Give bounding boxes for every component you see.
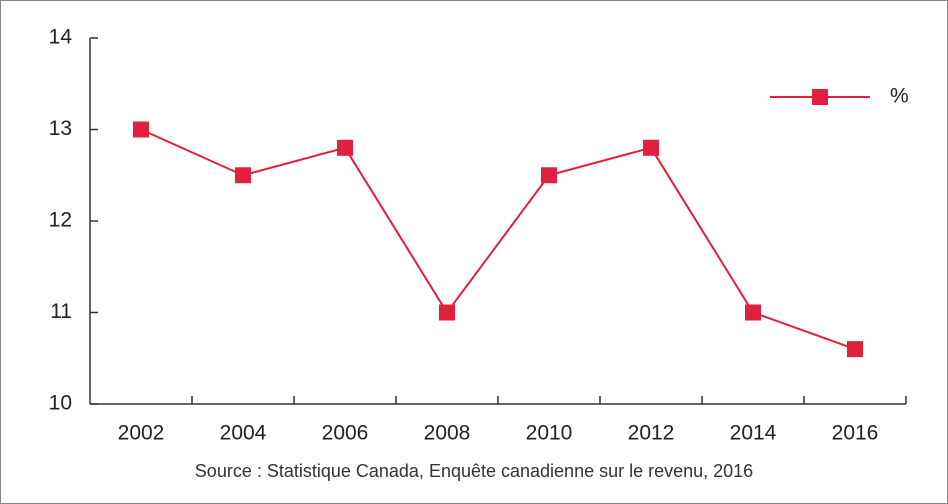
legend-marker: [812, 89, 828, 105]
marker: [745, 304, 761, 321]
y-tick-label: 10: [49, 392, 72, 415]
marker: [847, 341, 863, 358]
marker: [439, 304, 455, 321]
marker: [133, 121, 149, 138]
source-note: Source : Statistique Canada, Enquête can…: [195, 461, 753, 481]
x-tick-label: 2002: [118, 422, 165, 445]
marker: [643, 139, 659, 156]
series-line: [140, 128, 856, 351]
x-tick-label: 2004: [220, 422, 267, 445]
marker: [235, 167, 251, 184]
x-tick-label: 2006: [322, 422, 369, 445]
x-tick-label: 2016: [832, 422, 879, 445]
x-tick-label: 2012: [628, 422, 675, 445]
y-tick-label: 11: [50, 300, 72, 323]
x-tick-label: 2014: [730, 422, 777, 445]
y-tick-label: 12: [49, 209, 72, 232]
marker: [541, 167, 557, 184]
y-tick-label: 13: [49, 117, 72, 140]
x-tick-label: 2008: [424, 422, 471, 445]
legend-label: %: [890, 85, 909, 108]
marker: [337, 139, 353, 156]
y-tick-label: 14: [49, 26, 73, 49]
x-tick-label: 2010: [526, 422, 573, 445]
